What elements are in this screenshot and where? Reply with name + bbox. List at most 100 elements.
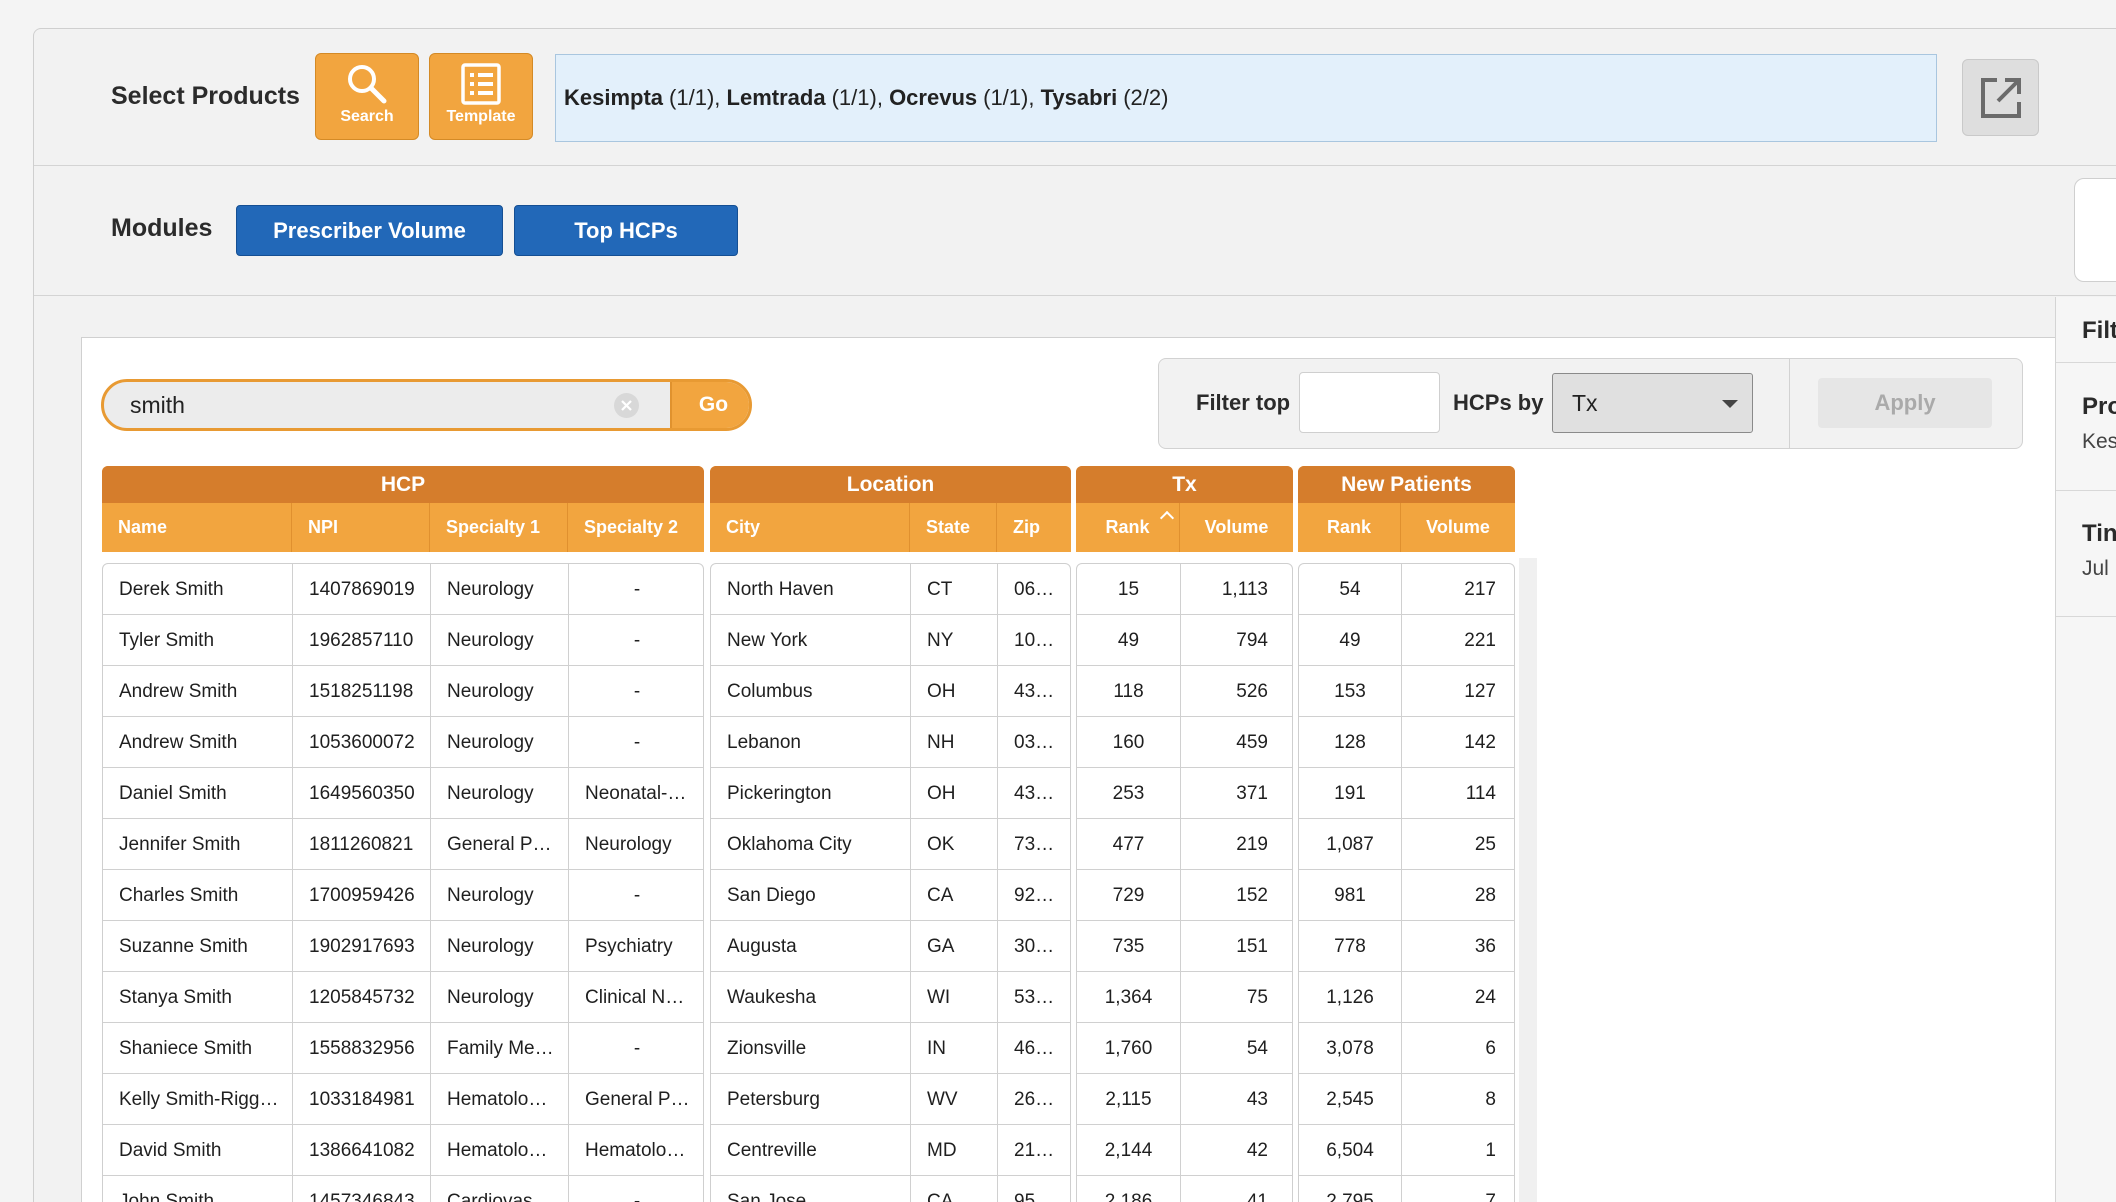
cell-specialty-1-text: Neurology — [447, 986, 534, 1008]
table-row[interactable]: Petersburg WV 26847 — [711, 1074, 1070, 1125]
table-row[interactable]: 128 142 — [1299, 717, 1514, 768]
table-row[interactable]: Andrew Smith 1518251198 Neurology - — [103, 666, 703, 717]
col-header-city[interactable]: City — [726, 517, 761, 537]
cell-state-text: OH — [927, 680, 956, 702]
table-row[interactable]: Centreville MD 21617 — [711, 1125, 1070, 1176]
table-row[interactable]: 1,760 54 — [1077, 1023, 1292, 1074]
top-hcps-module-button[interactable]: Top HCPs — [514, 205, 738, 256]
table-row[interactable]: Lebanon NH 03756 — [711, 717, 1070, 768]
cell-specialty-2-text: General Practice — [585, 1088, 703, 1110]
cell-tx-volume: 219 — [1180, 819, 1292, 870]
col-header-tx-volume[interactable]: Volume — [1179, 503, 1293, 552]
table-row[interactable]: 2,186 41 — [1077, 1176, 1292, 1202]
hcp-search-box: Go — [101, 379, 752, 431]
col-header-state[interactable]: State — [909, 503, 996, 552]
cell-state-text: NY — [927, 629, 954, 651]
table-row[interactable]: 118 526 — [1077, 666, 1292, 717]
col-header-tx-rank[interactable]: Rank — [1076, 503, 1179, 552]
selected-products-field[interactable]: Kesimpta (1/1), Lemtrada (1/1), Ocrevus (1/… — [555, 54, 1937, 142]
cell-city-text: Pickerington — [727, 782, 832, 804]
table-row[interactable]: Daniel Smith 1649560350 Neurology Neonatal-… — [103, 768, 703, 819]
table-row[interactable]: Derek Smith 1407869019 Neurology - — [103, 564, 703, 615]
col-header-np-volume[interactable]: Volume — [1400, 503, 1515, 552]
selected-product-name: Lemtrada — [726, 85, 826, 110]
table-row[interactable]: 735 151 — [1077, 921, 1292, 972]
cell-zip-text: 43147 — [1014, 782, 1067, 804]
table-row[interactable]: 191 114 — [1299, 768, 1514, 819]
search-go-button[interactable]: Go — [670, 382, 749, 428]
table-row[interactable]: 2,144 42 — [1077, 1125, 1292, 1176]
table-row[interactable]: 54 217 — [1299, 564, 1514, 615]
table-row[interactable]: New York NY 10016 — [711, 615, 1070, 666]
cell-city-text: Petersburg — [727, 1088, 820, 1110]
cell-npi: 1700959426 — [292, 870, 430, 921]
hcp-search-input[interactable] — [104, 382, 670, 428]
col-header-specialty-1[interactable]: Specialty 1 — [429, 503, 567, 552]
table-row[interactable]: Jennifer Smith 1811260821 General Practice… — [103, 819, 703, 870]
cell-specialty-2: Hematology (In… — [568, 1125, 703, 1176]
table-row[interactable]: 160 459 — [1077, 717, 1292, 768]
table-row[interactable]: Zionsville IN 46077 — [711, 1023, 1070, 1074]
table-row[interactable]: 1,126 24 — [1299, 972, 1514, 1023]
table-row[interactable]: Kelly Smith-Riggleman 1033184981 Hematolog… — [103, 1074, 703, 1125]
table-row[interactable]: 1,364 75 — [1077, 972, 1292, 1023]
table-scrollbar[interactable] — [1519, 558, 1537, 1202]
table-row[interactable]: Oklahoma City OK 73104 — [711, 819, 1070, 870]
table-row[interactable]: 2,545 8 — [1299, 1074, 1514, 1125]
filter-top-input[interactable] — [1299, 372, 1440, 433]
table-row[interactable]: 477 219 — [1077, 819, 1292, 870]
col-header-zip[interactable]: Zip — [996, 503, 1071, 552]
table-row[interactable]: San Jose CA 95120 — [711, 1176, 1070, 1202]
clear-icon[interactable] — [614, 393, 639, 418]
table-row[interactable]: John Smith 1457346843 Cardiovascular … - — [103, 1176, 703, 1202]
template-button[interactable]: Template — [429, 53, 533, 140]
product-search-button[interactable]: Search — [315, 53, 419, 140]
table-row[interactable]: 153 127 — [1299, 666, 1514, 717]
table-row[interactable]: Waukesha WI 53188 — [711, 972, 1070, 1023]
table-row[interactable]: 981 28 — [1299, 870, 1514, 921]
table-row[interactable]: Suzanne Smith 1902917693 Neurology Psychiat… — [103, 921, 703, 972]
table-row[interactable]: Columbus OH 43214 — [711, 666, 1070, 717]
cell-city: Lebanon — [711, 717, 910, 768]
table-row[interactable]: 778 36 — [1299, 921, 1514, 972]
export-button[interactable] — [1962, 59, 2039, 136]
table-row[interactable]: Andrew Smith 1053600072 Neurology - — [103, 717, 703, 768]
cell-name-text: Stanya Smith — [119, 986, 232, 1008]
table-row[interactable]: 6,504 1 — [1299, 1125, 1514, 1176]
table-row[interactable]: 729 152 — [1077, 870, 1292, 921]
cell-tx-rank-text: 118 — [1113, 680, 1144, 702]
table-row[interactable]: 49 794 — [1077, 615, 1292, 666]
cell-city-text: Columbus — [727, 680, 813, 702]
col-header-specialty-2[interactable]: Specialty 2 — [567, 503, 704, 552]
table-row[interactable]: Charles Smith 1700959426 Neurology - — [103, 870, 703, 921]
table-row[interactable]: 1,087 25 — [1299, 819, 1514, 870]
table-row[interactable]: Pickerington OH 43147 — [711, 768, 1070, 819]
table-row[interactable]: 49 221 — [1299, 615, 1514, 666]
hcps-by-select[interactable]: Tx — [1552, 373, 1753, 433]
prescriber-volume-module-button[interactable]: Prescriber Volume — [236, 205, 503, 256]
table-row[interactable]: Augusta GA 30912 — [711, 921, 1070, 972]
table-row[interactable]: 2,115 43 — [1077, 1074, 1292, 1125]
cell-np-volume: 8 — [1401, 1074, 1514, 1125]
table-row[interactable]: San Diego CA 92128 — [711, 870, 1070, 921]
table-row[interactable]: Tyler Smith 1962857110 Neurology - — [103, 615, 703, 666]
table-row[interactable]: Stanya Smith 1205845732 Neurology Clinical … — [103, 972, 703, 1023]
cell-np-volume-text: 28 — [1474, 884, 1496, 906]
table-row[interactable]: 2,795 7 — [1299, 1176, 1514, 1202]
table-row[interactable]: 253 371 — [1077, 768, 1292, 819]
cell-state: GA — [910, 921, 997, 972]
hcp-table-body: Derek Smith 1407869019 Neurology - Tyler Smi… — [102, 563, 704, 1202]
table-row[interactable]: David Smith 1386641082 Hematology/O… Hemato… — [103, 1125, 703, 1176]
cell-np-rank: 49 — [1299, 615, 1401, 666]
table-row[interactable]: Shaniece Smith 1558832956 Family Medicin… - — [103, 1023, 703, 1074]
table-row[interactable]: 15 1,113 — [1077, 564, 1292, 615]
cell-np-volume-text: 24 — [1474, 986, 1496, 1008]
table-row[interactable]: 3,078 6 — [1299, 1023, 1514, 1074]
cell-zip: 03756 — [997, 717, 1070, 768]
side-card — [2074, 178, 2116, 282]
col-header-npi[interactable]: NPI — [291, 503, 429, 552]
col-header-np-rank[interactable]: Rank — [1326, 517, 1371, 537]
table-row[interactable]: North Haven CT 06473 — [711, 564, 1070, 615]
col-header-name[interactable]: Name — [118, 517, 168, 537]
cell-np-rank: 128 — [1299, 717, 1401, 768]
